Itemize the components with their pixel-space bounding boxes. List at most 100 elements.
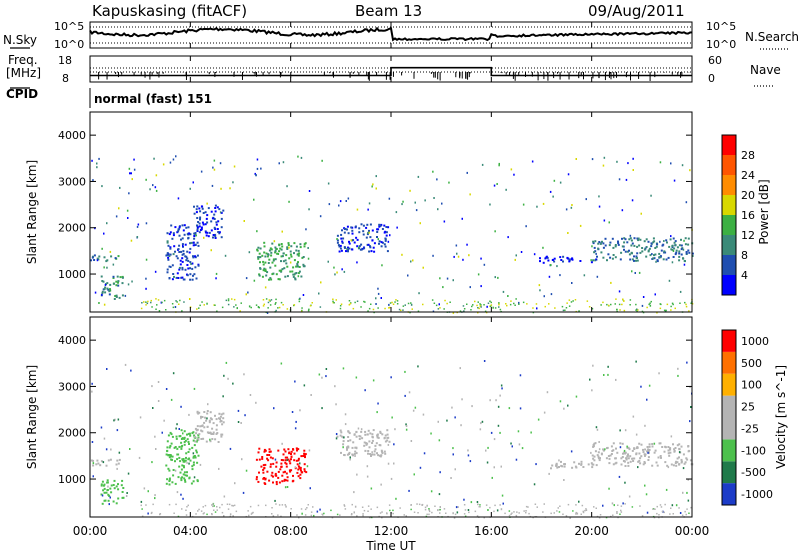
scatter-cell [116, 459, 119, 462]
scatter-cell [133, 168, 136, 171]
scatter-cell [598, 441, 600, 443]
scatter-cell [211, 217, 214, 220]
scatter-cell [370, 303, 372, 305]
scatter-cell [483, 304, 485, 306]
scatter-cell [180, 405, 182, 408]
scatter-cell [559, 274, 561, 277]
scatter-cell [275, 461, 278, 464]
scatter-cell [168, 446, 171, 449]
scatter-cell [221, 511, 224, 514]
scatter-cell [222, 421, 225, 424]
scatter-cell [660, 456, 662, 459]
scatter-cell [672, 513, 674, 515]
scatter-cell [647, 451, 650, 454]
scatter-cell [388, 504, 391, 506]
scatter-cell [351, 248, 354, 251]
scatter-cell [188, 448, 191, 451]
scatter-cell [207, 403, 209, 406]
scatter-cell [92, 179, 94, 182]
scatter-cell [206, 513, 208, 516]
scatter-cell [145, 222, 148, 225]
scatter-cell [341, 240, 344, 243]
scatter-cell [285, 472, 288, 475]
scatter-cell [206, 221, 209, 224]
scatter-cell [274, 246, 277, 249]
scatter-cell [652, 508, 654, 510]
scatter-cell [299, 243, 302, 246]
scatter-cell [290, 255, 293, 258]
scatter-cell [567, 232, 569, 234]
scatter-cell [683, 263, 686, 266]
scatter-cell [467, 454, 470, 457]
scatter-cell [638, 271, 641, 274]
x-tick-label: 08:00 [273, 524, 308, 538]
scatter-cell [389, 509, 391, 512]
scatter-cell [105, 448, 108, 451]
scatter-cell [254, 172, 256, 175]
scatter-cell [127, 472, 130, 475]
scatter-cell [451, 406, 453, 409]
scatter-cell [376, 434, 379, 437]
scatter-cell [561, 465, 564, 468]
scatter-cell [261, 456, 264, 458]
scatter-cell [471, 305, 473, 308]
scatter-cell [128, 192, 130, 195]
scatter-cell [188, 443, 190, 445]
scatter-cell [223, 495, 226, 498]
scatter-cell [673, 247, 676, 250]
scatter-cell [167, 434, 170, 437]
scatter-cell [106, 479, 109, 482]
scatter-cell [628, 448, 631, 451]
scatter-cell [638, 244, 641, 247]
scatter-cell [388, 307, 390, 309]
scatter-cell [402, 309, 404, 311]
scatter-cell [359, 435, 362, 438]
scatter-cell [663, 240, 665, 242]
scatter-cell [285, 254, 288, 257]
scatter-cell [214, 235, 217, 238]
scatter-cell [219, 415, 222, 418]
scatter-cell [580, 460, 583, 463]
scatter-cell [277, 307, 279, 309]
scatter-cell [386, 429, 389, 432]
scatter-cell [371, 433, 374, 436]
scatter-cell [670, 463, 673, 466]
scatter-cell [348, 432, 351, 435]
freq-label-2: [MHz] [6, 66, 41, 80]
scatter-cell [262, 299, 265, 301]
scatter-cell [388, 440, 391, 443]
scatter-cell [178, 303, 180, 305]
scatter-cell [216, 310, 218, 312]
scatter-cell [170, 458, 173, 461]
scatter-cell [590, 462, 593, 465]
scatter-cell [619, 513, 621, 515]
scatter-cell [563, 479, 565, 481]
scatter-cell [514, 258, 516, 261]
scatter-cell [292, 273, 295, 276]
scatter-cell [180, 447, 183, 450]
scatter-cell [297, 459, 300, 462]
scatter-cell [687, 249, 690, 252]
scatter-cell [466, 243, 468, 246]
scatter-cell [215, 223, 218, 226]
scatter-cell [293, 252, 295, 255]
scatter-cell [636, 245, 639, 248]
scatter-cell [203, 512, 205, 514]
scatter-cell [389, 234, 391, 237]
scatter-cell [287, 448, 290, 451]
colorbar-tick: 1000 [741, 335, 769, 348]
scatter-cell [166, 232, 169, 235]
scatter-cell [687, 478, 689, 481]
scatter-cell [98, 255, 101, 258]
scatter-cell [193, 476, 196, 479]
scatter-cell [376, 436, 379, 439]
power-cbar-label: Power [dB] [757, 179, 771, 244]
scatter-cell [417, 175, 420, 178]
scatter-cell [348, 453, 350, 455]
scatter-cell [665, 239, 668, 242]
scatter-cell [264, 449, 267, 452]
scatter-cell [393, 462, 395, 465]
scatter-cell [340, 233, 343, 236]
scatter-cell [327, 260, 329, 263]
scatter-cell [614, 457, 617, 460]
